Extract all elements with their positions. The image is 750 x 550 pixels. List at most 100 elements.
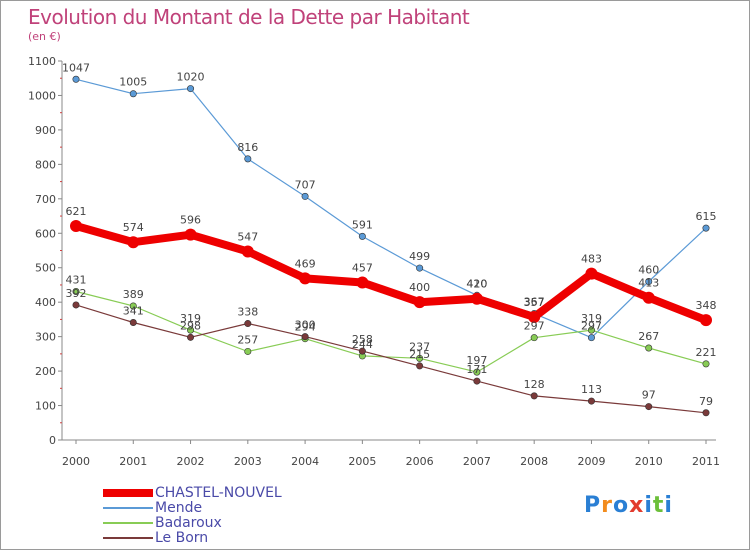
data-point-le-born [587,397,595,405]
data-point-chastel-nouvel [356,276,369,289]
data-label-chastel-nouvel: 457 [352,262,373,275]
y-tick-label: 300 [35,331,56,344]
data-point-le-born [187,333,195,341]
data-point-chastel-nouvel [413,296,426,309]
data-point-chastel-nouvel [184,228,197,241]
legend-label: Mende [155,500,203,516]
data-point-le-born [358,347,366,355]
logo-letter: t [652,493,665,518]
logo-letter: o [612,493,630,518]
data-point-mende [645,278,653,286]
data-label-badaroux: 431 [66,274,87,287]
data-label-chastel-nouvel: 400 [409,281,430,294]
data-label-mende: 367 [524,296,545,309]
data-point-badaroux [187,326,195,334]
logo-letter: i [644,493,653,518]
legend-label: Badaroux [155,515,222,531]
x-tick-label: 2006 [406,455,434,468]
data-label-le-born: 258 [352,333,373,346]
data-label-badaroux: 389 [123,288,144,301]
data-point-chastel-nouvel [585,267,598,280]
data-label-mende: 1047 [62,61,90,74]
data-point-le-born [301,333,309,341]
data-label-mende: 591 [352,218,373,231]
data-point-chastel-nouvel [241,245,254,258]
data-point-badaroux [244,347,252,355]
series-line-mende [75,78,707,339]
data-label-mende: 420 [466,277,487,290]
legend-swatch [103,507,153,509]
series-points [70,75,712,417]
data-label-mende: 1005 [119,76,147,89]
y-tick-label: 600 [35,227,56,240]
data-label-mende: 499 [409,250,430,263]
data-point-badaroux [702,360,710,368]
data-label-badaroux: 319 [180,312,201,325]
data-point-mende [187,85,195,93]
data-point-le-born [473,377,481,385]
y-tick-label: 400 [35,296,56,309]
x-tick-label: 2010 [635,455,663,468]
data-label-badaroux: 319 [581,312,602,325]
y-tick-label: 700 [35,193,56,206]
data-label-chastel-nouvel: 348 [696,299,717,312]
chart-subtitle: (en €) [28,30,61,43]
data-point-le-born [129,319,137,327]
data-label-mende: 1020 [177,71,205,84]
x-tick-label: 2009 [577,455,605,468]
data-label-le-born: 128 [524,378,545,391]
data-label-le-born: 341 [123,305,144,318]
y-tick-label: 500 [35,262,56,275]
data-label-le-born: 113 [581,383,602,396]
data-label-chastel-nouvel: 596 [180,214,201,227]
data-point-le-born [72,301,80,309]
data-point-chastel-nouvel [470,292,483,305]
data-point-chastel-nouvel [299,272,312,285]
data-label-le-born: 392 [66,287,87,300]
data-label-chastel-nouvel: 621 [66,205,87,218]
legend-label: Le Born [155,530,209,546]
x-tick-label: 2004 [291,455,319,468]
data-point-mende [129,90,137,98]
logo-letter: x [629,493,645,518]
data-point-mende [702,224,710,232]
data-label-chastel-nouvel: 483 [581,253,602,266]
data-label-le-born: 338 [237,306,258,319]
x-tick-label: 2003 [234,455,262,468]
data-label-chastel-nouvel: 410 [466,278,487,291]
data-label-mende: 460 [638,264,659,277]
data-label-le-born: 171 [466,363,487,376]
data-point-mende [244,155,252,163]
data-point-mende [587,334,595,342]
data-label-le-born: 97 [642,389,656,402]
data-label-le-born: 298 [180,319,201,332]
data-label-le-born: 79 [699,395,713,408]
legend-swatch [103,522,153,524]
series-lines [74,78,708,414]
y-tick-label: 800 [35,158,56,171]
chart-title: Evolution du Montant de la Dette par Hab… [28,5,470,29]
data-point-mende [358,232,366,240]
data-label-chastel-nouvel: 357 [524,296,545,309]
data-point-badaroux [530,334,538,342]
logo-letter: i [664,493,673,518]
logo-letter: r [601,493,613,518]
y-tick-label: 0 [49,434,56,447]
data-point-mende [72,75,80,83]
data-label-badaroux: 297 [524,320,545,333]
x-tick-label: 2011 [692,455,720,468]
series-line-badaroux [75,290,707,373]
data-label-chastel-nouvel: 574 [123,221,144,234]
data-label-badaroux: 244 [352,338,373,351]
data-point-le-born [416,362,424,370]
y-tick-label: 1000 [28,89,56,102]
data-labels: 1047 1005 1020 816 707 591 499 420 367 297 460 615 4… [62,61,717,408]
data-point-le-born [645,403,653,411]
legend-swatch [103,489,153,497]
data-point-badaroux [72,288,80,296]
logo-letter: P [584,493,602,518]
data-label-chastel-nouvel: 547 [237,231,258,244]
data-label-mende: 297 [581,320,602,333]
data-label-badaroux: 237 [409,340,430,353]
